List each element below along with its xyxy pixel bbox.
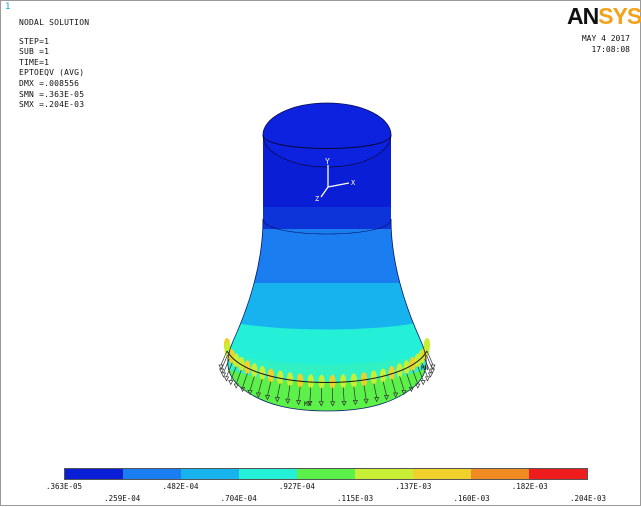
max-marker-label: MX <box>304 401 312 408</box>
legend-swatch-6 <box>355 469 413 479</box>
legend-swatch-8 <box>471 469 529 479</box>
support-marker <box>430 369 434 373</box>
legend-tick-label: .363E-05 <box>46 482 82 491</box>
support-marker <box>234 384 238 388</box>
support-marker <box>220 369 224 373</box>
legend-swatch-5 <box>297 469 355 479</box>
support-marker <box>416 384 420 388</box>
legend-swatch-4 <box>239 469 297 479</box>
legend-swatch-9 <box>529 469 587 479</box>
legend-tick-label: .259E-04 <box>104 494 140 503</box>
hotspot <box>340 374 346 388</box>
triad-y-label: Y <box>325 157 330 166</box>
hotspot <box>308 374 314 388</box>
band-2 <box>201 229 461 289</box>
legend-tick-label: .927E-04 <box>279 482 315 491</box>
legend-tick-label: .160E-03 <box>453 494 489 503</box>
triad-z-label: Z <box>315 195 319 203</box>
legend-swatch-7 <box>413 469 471 479</box>
support-marker <box>429 373 433 377</box>
support-marker <box>229 381 233 385</box>
contour-legend-bar <box>64 468 588 480</box>
legend-swatch-2 <box>123 469 181 479</box>
legend-swatch-3 <box>181 469 239 479</box>
support-marker <box>222 373 226 377</box>
legend-tick-label: .204E-03 <box>570 494 606 503</box>
legend-tick-label: .704E-04 <box>221 494 257 503</box>
legend-tick-label: .182E-03 <box>512 482 548 491</box>
hotspot <box>424 338 430 352</box>
support-marker <box>426 377 430 381</box>
legend-tick-label: .115E-03 <box>337 494 373 503</box>
support-marker <box>421 381 425 385</box>
min-marker-label: MN <box>421 365 429 372</box>
legend-swatch-1 <box>65 469 123 479</box>
hotspot <box>329 375 335 389</box>
hotspot <box>238 357 244 371</box>
hotspot <box>318 375 324 389</box>
legend-tick-label: .137E-03 <box>395 482 431 491</box>
support-marker <box>225 377 229 381</box>
legend-tick-label: .482E-04 <box>162 482 198 491</box>
